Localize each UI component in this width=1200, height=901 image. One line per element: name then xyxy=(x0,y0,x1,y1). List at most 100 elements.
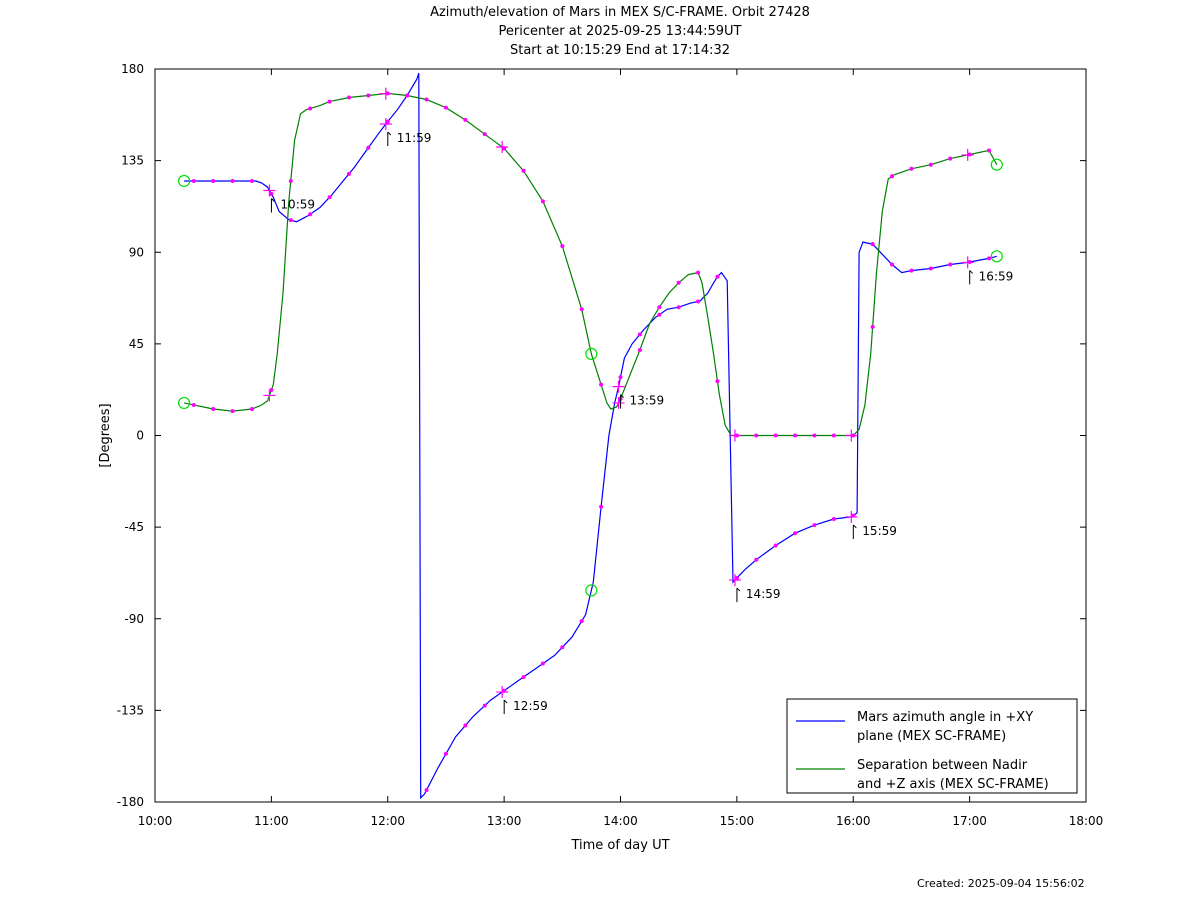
y-tick-label: -90 xyxy=(124,612,144,626)
time-dot-marker xyxy=(211,178,216,183)
time-dot-marker xyxy=(366,93,371,98)
x-tick-label: 18:00 xyxy=(1069,814,1104,828)
time-annotation-arrow xyxy=(387,131,392,146)
hour-cross-marker xyxy=(728,429,741,442)
y-tick-label: 0 xyxy=(136,429,144,443)
plot-frame xyxy=(154,68,1087,803)
time-dot-marker xyxy=(890,262,895,267)
y-tick-label: 180 xyxy=(121,62,144,76)
series-line-1 xyxy=(184,72,997,800)
hour-cross-marker xyxy=(612,396,625,409)
time-dot-marker xyxy=(579,619,584,624)
time-dot-marker xyxy=(948,262,953,267)
x-tick-label: 15:00 xyxy=(720,814,755,828)
time-dot-marker xyxy=(773,433,778,438)
hour-cross-marker xyxy=(612,380,625,393)
time-dot-marker xyxy=(928,162,933,167)
time-dot-marker xyxy=(269,191,274,196)
hour-cross-marker xyxy=(379,87,392,100)
time-dot-marker xyxy=(482,132,487,137)
legend-label-1: plane (MEX SC-FRAME) xyxy=(857,729,1006,744)
time-dot-marker xyxy=(754,433,759,438)
x-tick-label: 11:00 xyxy=(254,814,289,828)
time-dot-marker xyxy=(812,523,817,528)
time-dot-marker xyxy=(230,409,235,414)
time-dot-marker xyxy=(463,117,468,122)
legend-box xyxy=(786,698,1078,794)
time-dot-marker xyxy=(987,256,992,261)
x-axis-label: Time of day UT xyxy=(570,838,669,853)
time-dot-marker xyxy=(560,645,565,650)
time-dot-marker xyxy=(540,661,545,666)
time-dot-marker xyxy=(793,531,798,536)
hour-cross-marker xyxy=(845,429,858,442)
x-tick-label: 14:00 xyxy=(603,814,638,828)
time-dot-marker xyxy=(269,388,274,393)
hour-cross-marker xyxy=(845,510,858,523)
end-marker-circle xyxy=(990,250,1003,263)
time-dot-marker xyxy=(599,382,604,387)
time-annotation-arrow xyxy=(969,270,974,285)
time-annotation-arrow xyxy=(503,699,508,715)
time-dot-marker xyxy=(346,171,351,176)
time-dot-marker xyxy=(870,324,875,329)
time-dot-marker xyxy=(482,703,487,708)
time-dot-marker xyxy=(773,543,778,548)
y-tick-label: -180 xyxy=(117,795,144,809)
time-dot-marker xyxy=(191,178,196,183)
time-dot-marker xyxy=(521,675,526,680)
time-dot-marker xyxy=(870,242,875,247)
y-tick-label: -135 xyxy=(117,703,144,717)
time-dot-marker xyxy=(249,178,254,183)
time-dot-marker xyxy=(288,178,293,183)
series-line-2 xyxy=(183,92,998,437)
time-dot-marker xyxy=(831,433,836,438)
time-dot-marker xyxy=(463,723,468,728)
chart-title-line-1: Azimuth/elevation of Mars in MEX S/C-FRA… xyxy=(430,5,810,20)
time-dot-marker xyxy=(657,305,662,310)
time-dot-marker xyxy=(948,156,953,161)
time-dot-marker xyxy=(288,218,293,223)
time-annotation-label: 15:59 xyxy=(862,524,897,538)
time-dot-marker xyxy=(443,105,448,110)
y-tick-label: 45 xyxy=(129,337,144,351)
time-dot-marker xyxy=(327,195,332,200)
time-annotation-arrow xyxy=(852,524,857,539)
time-dot-marker xyxy=(191,402,196,407)
x-tick-label: 17:00 xyxy=(952,814,987,828)
time-dot-marker xyxy=(560,244,565,249)
time-annotation-arrow xyxy=(620,394,624,409)
time-dot-marker xyxy=(637,347,642,352)
time-annotation-label: 14:59 xyxy=(746,587,781,601)
time-dot-marker xyxy=(540,199,545,204)
time-dot-marker xyxy=(812,433,817,438)
legend-label-1: Mars azimuth angle in +XY xyxy=(857,710,1033,725)
time-dot-marker xyxy=(385,119,390,124)
start-marker-circle xyxy=(177,174,191,188)
legend-label-2: and +Z axis (MEX SC-FRAME) xyxy=(857,777,1049,792)
chart-title-line-3: Start at 10:15:29 End at 17:14:32 xyxy=(509,43,731,58)
hour-cross-marker xyxy=(961,256,974,269)
time-dot-marker xyxy=(211,407,216,412)
time-dot-marker xyxy=(579,307,584,312)
pericenter-marker-circle xyxy=(585,584,598,597)
hour-cross-marker xyxy=(961,148,974,161)
time-dot-marker xyxy=(890,174,895,179)
start-marker-circle xyxy=(177,396,191,410)
time-dot-marker xyxy=(327,99,332,104)
time-dot-marker xyxy=(928,266,933,271)
time-dot-marker xyxy=(793,433,798,438)
x-tick-label: 10:00 xyxy=(138,814,173,828)
hour-cross-marker xyxy=(263,389,276,402)
time-annotation-label: 10:59 xyxy=(280,197,315,211)
time-dot-marker xyxy=(909,268,914,273)
time-dot-marker xyxy=(987,148,992,153)
time-dot-marker xyxy=(308,106,313,111)
chart-title-line-2: Pericenter at 2025-09-25 13:44:59UT xyxy=(498,24,742,39)
x-tick-label: 16:00 xyxy=(836,814,871,828)
time-dot-marker xyxy=(696,299,701,304)
legend-label-2: Separation between Nadir xyxy=(857,758,1028,773)
time-annotation-label: 12:59 xyxy=(513,699,548,713)
y-tick-label: 90 xyxy=(129,245,144,259)
